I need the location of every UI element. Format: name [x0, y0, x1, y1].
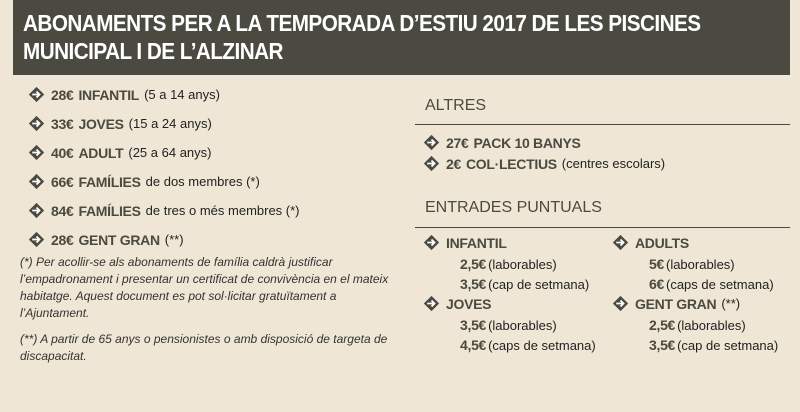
arrow-icon: [612, 295, 629, 312]
item-name: INFANTIL: [78, 86, 140, 103]
group-name: INFANTIL: [446, 234, 507, 251]
section-heading: ALTRES: [425, 97, 487, 114]
group-name: JOVES: [446, 295, 492, 312]
group-title: INFANTIL: [423, 234, 512, 251]
item-detail: (5 a 14 anys): [144, 87, 220, 102]
entry-detail: (laborables): [488, 318, 557, 333]
arrow-icon: [423, 295, 440, 312]
note: (**) A partir de 65 anys o pensionistes …: [20, 332, 388, 363]
item-detail: de tres o més membres (*): [145, 203, 300, 218]
item-name: ADULT: [78, 144, 124, 161]
item-detail: de dos membres (*): [145, 174, 260, 189]
entry-price: 2,5€: [460, 256, 487, 272]
entry-row: 3,5€ (cap de setmana): [649, 337, 778, 353]
entry-row: 6€ (caps de setmana): [649, 276, 774, 292]
price-item: 27€ PACK 10 BANYS: [423, 134, 586, 151]
header: ABONAMENTS PER A LA TEMPORADA D’ESTIU 20…: [13, 0, 790, 75]
entry-price: 3,5€: [460, 317, 487, 333]
item-detail: (25 a 64 anys): [128, 145, 212, 160]
entry-detail: (laborables): [665, 257, 735, 272]
entry-detail: (laborables): [677, 318, 746, 333]
price: 40€: [51, 144, 74, 161]
item-detail: (centres escolars): [561, 156, 666, 171]
arrow-icon: [28, 144, 45, 161]
rule: [415, 124, 790, 125]
entry-row: 4,5€ (caps de setmana): [460, 337, 596, 353]
item-name: FAMÍLIES: [78, 173, 141, 190]
price-item: 28€ INFANTIL (5 a 14 anys): [28, 86, 220, 103]
arrow-icon: [28, 173, 45, 190]
item-detail: (15 a 24 anys): [128, 116, 212, 131]
item-name: PACK 10 BANYS: [473, 134, 581, 151]
price: 27€: [446, 134, 469, 151]
price: 33€: [51, 115, 74, 132]
note: (*) Per acollir-se als abonaments de fam…: [20, 255, 389, 320]
entry-detail: (cap de setmana): [488, 277, 590, 292]
entry-row: 3,5€ (cap de setmana): [460, 276, 589, 292]
item-detail: (**): [164, 232, 184, 247]
arrow-icon: [28, 231, 45, 248]
item-name: FAMÍLIES: [78, 202, 141, 219]
arrow-icon: [28, 202, 45, 219]
group-extra: (**): [721, 296, 741, 311]
entry-price: 3,5€: [649, 337, 676, 353]
price: 28€: [51, 86, 74, 103]
price-item: 40€ ADULT (25 a 64 anys): [28, 144, 211, 161]
entry-detail: (caps de setmana): [665, 277, 774, 292]
price-item: 28€ GENT GRAN (**): [28, 231, 184, 248]
price-item: 84€ FAMÍLIES de tres o més membres (*): [28, 202, 300, 219]
arrow-icon: [423, 155, 440, 172]
entry-row: 3,5€ (laborables): [460, 317, 557, 333]
arrow-icon: [423, 134, 440, 151]
entry-price: 3,5€: [460, 276, 487, 292]
entry-price: 2,5€: [649, 317, 676, 333]
arrow-icon: [28, 86, 45, 103]
price: 2€: [446, 155, 461, 172]
entry-price: 4,5€: [460, 337, 487, 353]
entry-price: 6€: [649, 276, 664, 292]
arrow-icon: [423, 234, 440, 251]
item-name: GENT GRAN: [78, 231, 160, 248]
rule: [415, 227, 790, 228]
group-title: ADULTS: [612, 234, 694, 251]
entry-row: 2,5€ (laborables): [460, 256, 557, 272]
group-name: ADULTS: [635, 234, 689, 251]
title-line: ABONAMENTS PER A LA TEMPORADA D’ESTIU 20…: [23, 10, 701, 36]
item-name: COL·LECTIUS: [465, 155, 557, 172]
price-item: 33€ JOVES (15 a 24 anys): [28, 115, 212, 132]
entry-detail: (cap de setmana): [677, 338, 779, 353]
section-heading: ENTRADES PUNTUALS: [425, 199, 602, 216]
price-item: 2€ COL·LECTIUS (centres escolars): [423, 155, 665, 172]
entry-price: 5€: [649, 256, 664, 272]
entry-detail: (caps de setmana): [488, 338, 596, 353]
entry-row: 2,5€ (laborables): [649, 317, 746, 333]
arrow-icon: [612, 234, 629, 251]
price-item: 66€ FAMÍLIES de dos membres (*): [28, 173, 260, 190]
group-title: JOVES: [423, 295, 496, 312]
arrow-icon: [28, 115, 45, 132]
group-title: GENT GRAN (**): [612, 295, 740, 312]
entry-row: 5€ (laborables): [649, 256, 735, 272]
entry-detail: (laborables): [488, 257, 557, 272]
group-name: GENT GRAN: [635, 295, 717, 312]
title-line: MUNICIPAL I DE L’ALZINAR: [23, 38, 284, 64]
price: 84€: [51, 202, 74, 219]
notes: (*) Per acollir-se als abonaments de fam…: [20, 254, 398, 374]
item-name: JOVES: [78, 115, 124, 132]
price: 66€: [51, 173, 74, 190]
price: 28€: [51, 231, 74, 248]
